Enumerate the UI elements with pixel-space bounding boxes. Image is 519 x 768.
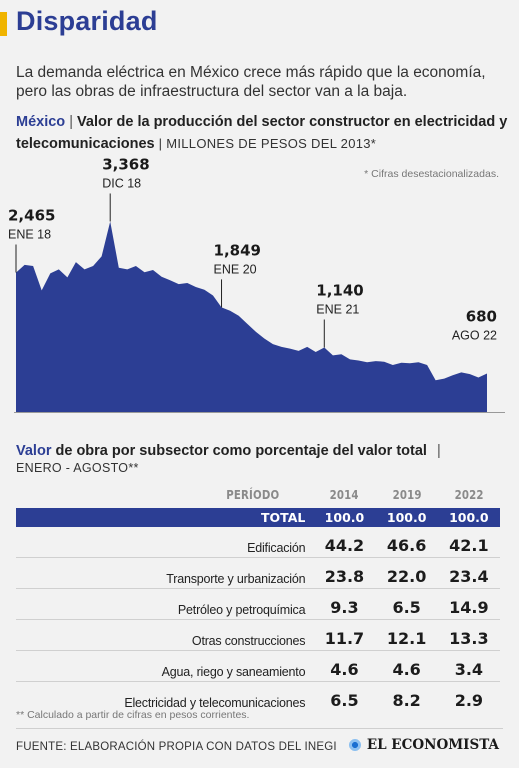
row-value: 42.1 xyxy=(437,527,500,558)
header-year: 2022 xyxy=(454,488,484,502)
header-period: PERÍODO xyxy=(226,488,280,502)
row-label: Edificación xyxy=(16,527,314,558)
row-value: 23.8 xyxy=(313,557,376,589)
table-footnote: ** Calculado a partir de cifras en pesos… xyxy=(16,709,250,721)
brand-logo: EL ECONOMISTA xyxy=(347,737,499,753)
subtitle: La demanda eléctrica en México crece más… xyxy=(16,64,486,100)
chart-units: | MILLONES DE PESOS DEL 2013* xyxy=(158,136,377,151)
brand-name: EL ECONOMISTA xyxy=(366,737,499,753)
table-row: Agua, riego y saneamiento 4.6 4.6 3.4 xyxy=(16,650,500,682)
annotation-value: 1,140 xyxy=(316,282,363,300)
row-value: 2.9 xyxy=(454,691,484,710)
annotation-date: ENE 21 xyxy=(316,303,359,317)
table-period: ENERO - AGOSTO** xyxy=(16,461,139,475)
table-title-separator: | xyxy=(436,443,441,459)
table-title-highlight: Valor xyxy=(16,443,52,459)
annotation-date: ENE 18 xyxy=(8,228,51,242)
area-chart: 2,465 ENE 18 3,368 DIC 18 1,849 ENE 20 1,140 EN… xyxy=(8,155,505,413)
header-year: 2019 xyxy=(392,488,422,502)
table-total-row: TOTAL 100.0 100.0 100.0 xyxy=(16,508,500,527)
row-value: 4.6 xyxy=(313,650,376,682)
series-area xyxy=(16,221,487,412)
total-value: 100.0 xyxy=(375,508,438,527)
row-value: 11.7 xyxy=(313,619,376,651)
chart-country: México xyxy=(16,114,66,130)
annotation-date: DIC 18 xyxy=(102,176,141,190)
subsector-table: PERÍODO 2014 2019 2022 TOTAL 100.0 100.0… xyxy=(16,482,500,712)
table-row: Transporte y urbanización 23.8 22.0 23.4 xyxy=(16,557,500,589)
row-label: Petróleo y petroquímica xyxy=(16,588,314,620)
total-value: 100.0 xyxy=(313,508,376,527)
row-value: 9.3 xyxy=(313,588,376,620)
table-row: Otras construcciones 11.7 12.1 13.3 xyxy=(16,619,500,651)
brand-mark-icon xyxy=(347,738,362,752)
annotation-date: ENE 20 xyxy=(214,262,257,276)
table-row: Electricidad y telecomunicaciones 6.5 8.… xyxy=(16,682,500,713)
annotation-date: AGO 22 xyxy=(452,329,497,343)
row-label: Electricidad y telecomunicaciones xyxy=(124,696,306,710)
annotation-value: 3,368 xyxy=(102,155,149,173)
chart-note: * Cifras desestacionalizadas. xyxy=(364,168,499,180)
source-credit: FUENTE: ELABORACIÓN PROPIA CON DATOS DEL… xyxy=(16,741,337,753)
row-value: 14.9 xyxy=(437,588,500,620)
table-row: Petróleo y petroquímica 9.3 6.5 14.9 xyxy=(16,588,500,620)
table-title-rest: de obra por subsector como porcentaje de… xyxy=(55,443,427,459)
row-value: 22.0 xyxy=(375,557,438,589)
row-label: Otras construcciones xyxy=(16,619,314,651)
total-value: 100.0 xyxy=(437,508,500,527)
row-value: 4.6 xyxy=(375,650,438,682)
title-accent-bar xyxy=(0,12,7,36)
table-row: Edificación 44.2 46.6 42.1 xyxy=(16,527,500,558)
chart-title: Valor de la producción del sector constr… xyxy=(16,114,508,152)
row-value: 23.4 xyxy=(437,557,500,589)
annotation-value: 680 xyxy=(466,308,497,326)
row-label: Agua, riego y saneamiento xyxy=(16,650,314,682)
row-value: 8.2 xyxy=(392,691,421,710)
row-value: 12.1 xyxy=(375,619,438,651)
table-header-row: PERÍODO 2014 2019 2022 xyxy=(16,482,500,508)
row-label: Transporte y urbanización xyxy=(16,557,314,589)
header-year: 2014 xyxy=(329,488,359,502)
chart-header-separator: | xyxy=(69,114,73,130)
chart-header: México | Valor de la producción del sect… xyxy=(16,112,511,155)
row-value: 6.5 xyxy=(330,691,359,710)
page-title: Disparidad xyxy=(16,6,158,36)
total-label: TOTAL xyxy=(16,508,314,527)
row-value: 44.2 xyxy=(313,527,376,558)
annotation-value: 2,465 xyxy=(8,207,55,225)
table-title: Valor de obra por subsector como porcent… xyxy=(16,441,511,462)
annotation-value: 1,849 xyxy=(214,241,261,259)
row-value: 3.4 xyxy=(437,650,500,682)
row-value: 13.3 xyxy=(437,619,500,651)
row-value: 46.6 xyxy=(375,527,438,558)
chart-annotations: 2,465 ENE 18 3,368 DIC 18 1,849 ENE 20 1,140 EN… xyxy=(8,155,497,348)
row-value: 6.5 xyxy=(375,588,438,620)
footer-divider xyxy=(16,728,503,729)
